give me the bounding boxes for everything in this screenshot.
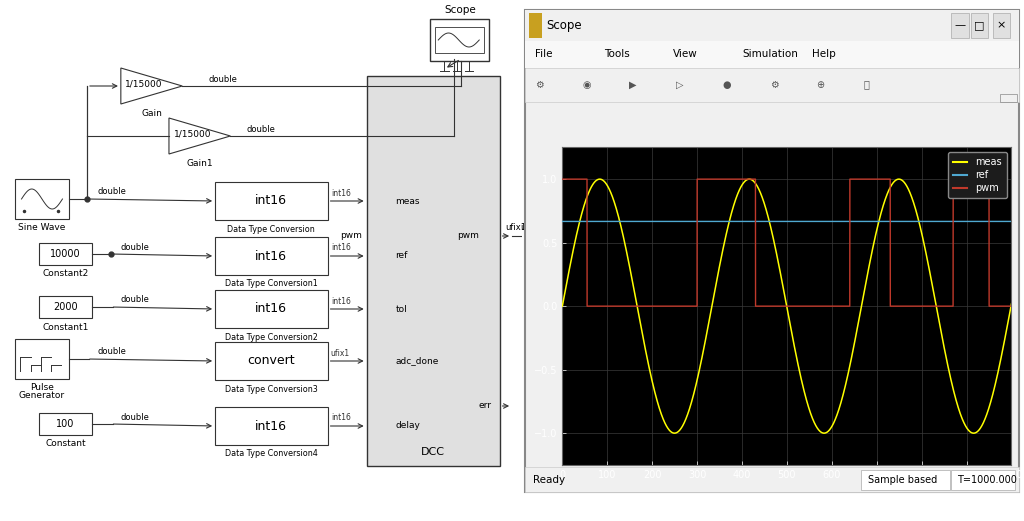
Text: ×: × xyxy=(997,20,1007,31)
Polygon shape xyxy=(121,68,182,104)
Text: Gain: Gain xyxy=(141,109,162,118)
Text: Sine Wave: Sine Wave xyxy=(18,224,66,232)
Text: double: double xyxy=(121,413,150,421)
Bar xyxy=(430,19,489,61)
Text: ufix1: ufix1 xyxy=(520,224,542,232)
Text: 2000: 2000 xyxy=(53,302,78,312)
Bar xyxy=(529,14,542,38)
Text: double: double xyxy=(209,75,238,83)
Text: Data Type Conversion1: Data Type Conversion1 xyxy=(225,279,317,289)
Text: Data Type Conversion3: Data Type Conversion3 xyxy=(225,384,317,393)
Text: Constant2: Constant2 xyxy=(42,269,89,279)
Bar xyxy=(215,290,328,328)
Text: Data Type Conversion: Data Type Conversion xyxy=(227,225,315,233)
Text: tol: tol xyxy=(395,304,407,314)
Text: err: err xyxy=(478,402,492,411)
Bar xyxy=(367,76,500,466)
Text: adc_done: adc_done xyxy=(395,356,438,366)
Bar xyxy=(950,14,969,38)
Text: int16: int16 xyxy=(331,189,350,197)
Text: meas: meas xyxy=(395,196,420,205)
Text: Generator: Generator xyxy=(18,391,66,401)
Text: Scope: Scope xyxy=(546,19,582,32)
Text: Scope: Scope xyxy=(443,5,476,15)
Bar xyxy=(215,342,328,380)
Bar xyxy=(215,182,328,220)
Bar xyxy=(39,243,92,265)
Text: 10000: 10000 xyxy=(50,249,81,259)
Text: ⊕: ⊕ xyxy=(816,80,824,90)
Text: ⚙: ⚙ xyxy=(536,80,544,90)
Text: double: double xyxy=(121,295,150,304)
Text: T=1000.000: T=1000.000 xyxy=(957,475,1017,485)
Text: Ready: Ready xyxy=(532,475,565,485)
Text: View: View xyxy=(674,49,698,59)
Bar xyxy=(15,339,69,379)
Text: ●: ● xyxy=(723,80,731,90)
Text: delay: delay xyxy=(395,421,420,430)
Text: Constant1: Constant1 xyxy=(42,322,89,331)
Text: Constant: Constant xyxy=(45,440,86,449)
Text: ⚙: ⚙ xyxy=(770,80,778,90)
Bar xyxy=(15,179,69,219)
Text: pwm: pwm xyxy=(458,231,479,241)
Text: File: File xyxy=(536,49,553,59)
Text: Pulse: Pulse xyxy=(30,383,54,392)
Text: ufix1: ufix1 xyxy=(331,349,350,357)
Bar xyxy=(992,14,1011,38)
Text: ufix1: ufix1 xyxy=(505,222,526,231)
Text: int16: int16 xyxy=(331,243,350,253)
Bar xyxy=(971,14,988,38)
Text: pwm: pwm xyxy=(341,231,362,241)
Bar xyxy=(215,407,328,445)
Bar xyxy=(39,296,92,318)
Text: Sample based: Sample based xyxy=(868,475,938,485)
Text: int16: int16 xyxy=(255,194,288,207)
Text: ref: ref xyxy=(395,252,408,260)
Text: DCC: DCC xyxy=(421,447,445,457)
Text: ◉: ◉ xyxy=(582,80,591,90)
Text: int16: int16 xyxy=(331,414,350,423)
Text: 1/15000: 1/15000 xyxy=(125,80,163,89)
Text: □: □ xyxy=(974,20,985,31)
Bar xyxy=(435,27,484,53)
Text: ▶: ▶ xyxy=(629,80,637,90)
Text: int16: int16 xyxy=(331,296,350,305)
Text: —: — xyxy=(954,20,966,31)
Text: 1/15000: 1/15000 xyxy=(173,130,211,139)
Legend: meas, ref, pwm: meas, ref, pwm xyxy=(948,152,1007,198)
Bar xyxy=(950,470,1015,490)
Text: Data Type Conversion2: Data Type Conversion2 xyxy=(225,332,317,341)
Text: double: double xyxy=(121,242,150,252)
Bar xyxy=(39,413,92,435)
Text: double: double xyxy=(97,348,126,356)
Polygon shape xyxy=(169,118,230,154)
Text: double: double xyxy=(97,188,126,196)
Text: Tools: Tools xyxy=(604,49,630,59)
Bar xyxy=(215,237,328,275)
Text: ⛶: ⛶ xyxy=(863,80,869,90)
Text: ▷: ▷ xyxy=(676,80,683,90)
Text: 100: 100 xyxy=(56,419,75,429)
Text: int16: int16 xyxy=(255,303,288,316)
Text: Simulation: Simulation xyxy=(742,49,799,59)
Text: double: double xyxy=(247,125,275,133)
Text: convert: convert xyxy=(248,354,295,367)
Text: int16: int16 xyxy=(255,250,288,263)
Text: int16: int16 xyxy=(255,419,288,432)
Text: Gain1: Gain1 xyxy=(186,159,213,168)
Text: Data Type Conversion4: Data Type Conversion4 xyxy=(225,450,317,458)
Bar xyxy=(861,470,950,490)
Text: Help: Help xyxy=(812,49,836,59)
